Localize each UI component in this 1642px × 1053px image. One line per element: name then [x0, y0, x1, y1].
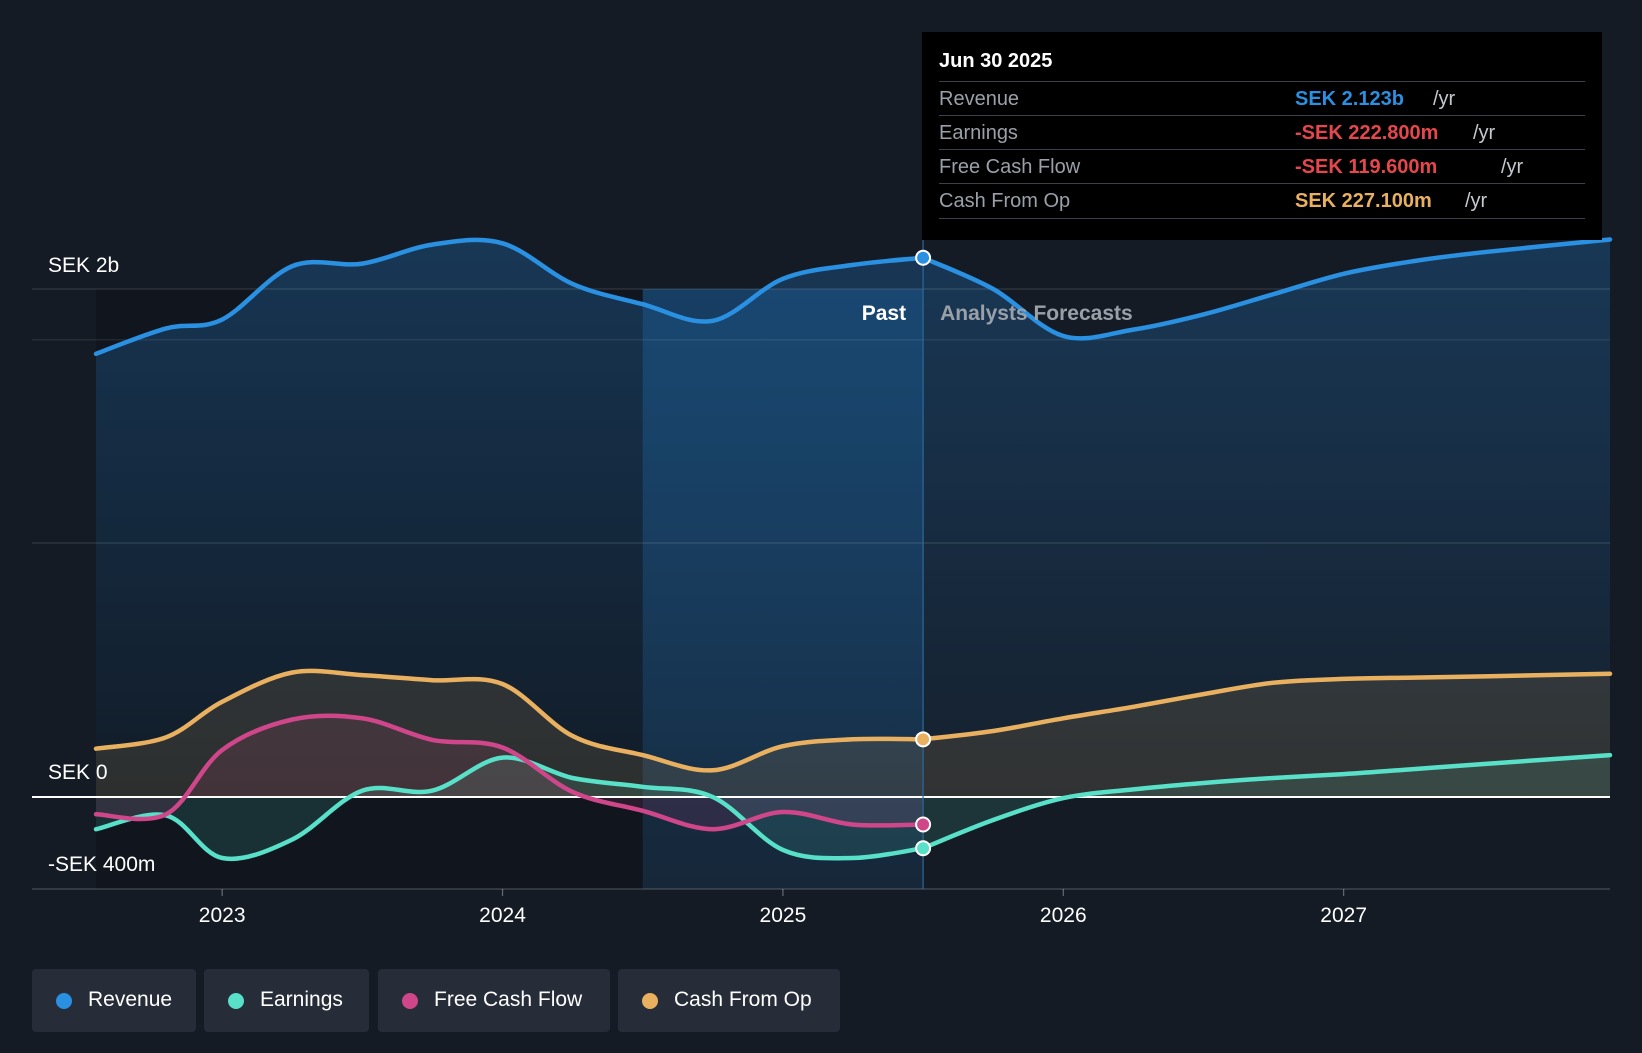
tooltip-value: -SEK 222.800m: [1295, 122, 1439, 144]
legend-label: Earnings: [260, 988, 343, 1011]
legend-dot-icon: [402, 993, 418, 1009]
tooltip-label: Earnings: [939, 122, 1018, 144]
tooltip-label: Revenue: [939, 88, 1020, 110]
x-tick-label: 2024: [479, 904, 526, 927]
legend-item-cash-from-op[interactable]: Cash From Op: [618, 969, 840, 1032]
y-axis-label: SEK 0: [48, 761, 108, 784]
legend-item-earnings[interactable]: Earnings: [204, 969, 369, 1032]
area-cash-from-op: [96, 670, 1610, 797]
legend-item-free-cash-flow[interactable]: Free Cash Flow: [378, 969, 610, 1032]
marker-revenue: [915, 249, 932, 266]
tooltip-value: SEK 227.100m: [1295, 190, 1432, 212]
legend-label: Revenue: [88, 988, 173, 1011]
legend-label: Cash From Op: [674, 988, 812, 1011]
line-earnings-past: [93, 755, 926, 862]
tooltip-unit: /yr: [1473, 122, 1496, 144]
tooltip-row-revenue: Revenue SEK 2.123b /yr: [939, 81, 1585, 116]
tooltip-unit: /yr: [1465, 190, 1488, 212]
tooltip-value: -SEK 119.600m: [1295, 156, 1438, 178]
tooltip-date: Jun 30 2025: [939, 50, 1053, 72]
tooltip-row-free-cash-flow: Free Cash Flow -SEK 119.600m /yr: [939, 149, 1585, 184]
tooltip-row-cash-from-op: Cash From Op SEK 227.100m /yr: [939, 183, 1585, 219]
x-tick-label: 2026: [1040, 904, 1087, 927]
line-cash-from-op-forecast: [920, 671, 1613, 742]
legend-dot-icon: [642, 993, 658, 1009]
past-label: Past: [862, 302, 906, 325]
forecast-label: Analysts Forecasts: [940, 302, 1133, 325]
tooltip-row-earnings: Earnings -SEK 222.800m /yr: [939, 115, 1585, 150]
tooltip-unit: /yr: [1501, 156, 1524, 178]
line-free-cash-flow-past: [93, 713, 926, 832]
x-tick-label: 2025: [760, 904, 807, 927]
y-axis-label: SEK 2b: [48, 254, 119, 277]
y-axis-label: -SEK 400m: [48, 853, 155, 876]
line-revenue-forecast: [920, 237, 1613, 341]
tooltip-unit: /yr: [1433, 88, 1456, 110]
tooltip-label: Free Cash Flow: [939, 156, 1081, 178]
marker-cash-from-op: [915, 731, 932, 748]
tooltip-value: SEK 2.123b: [1295, 88, 1404, 110]
tooltip-label: Cash From Op: [939, 190, 1071, 212]
area-revenue: [96, 239, 1610, 797]
marker-earnings: [915, 840, 932, 857]
legend-item-revenue[interactable]: Revenue: [32, 969, 196, 1032]
legend-dot-icon: [56, 993, 72, 1009]
marker-free-cash-flow: [915, 816, 932, 833]
line-earnings-forecast: [920, 752, 1613, 851]
legend-dot-icon: [228, 993, 244, 1009]
x-tick-label: 2027: [1320, 904, 1367, 927]
x-tick-label: 2023: [199, 904, 246, 927]
tooltip: Jun 30 2025 Revenue SEK 2.123b /yr Earni…: [922, 32, 1602, 240]
line-cash-from-op-past: [93, 668, 926, 773]
line-revenue-past: [93, 237, 926, 357]
legend-label: Free Cash Flow: [434, 988, 583, 1011]
